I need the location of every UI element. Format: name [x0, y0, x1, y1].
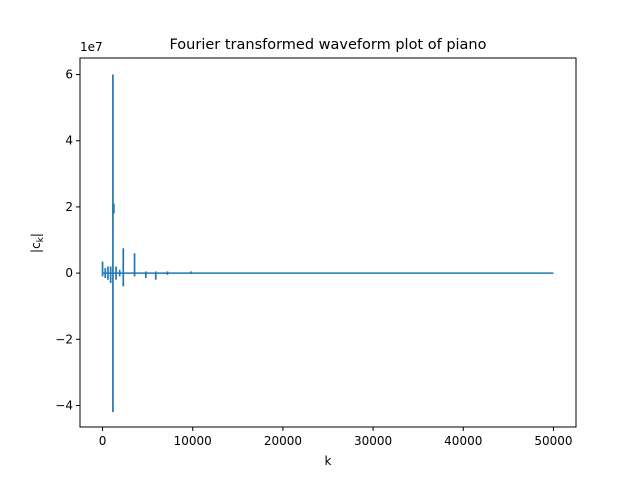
- x-tick-label: 20000: [264, 434, 302, 448]
- x-axis-ticks: 0 10000 20000 30000 40000 50000: [99, 427, 573, 448]
- y-tick-label: 6: [65, 68, 73, 82]
- y-offset-label: 1e7: [80, 40, 103, 54]
- x-tick-label: 30000: [354, 434, 392, 448]
- y-label-subscript: k: [36, 236, 46, 242]
- y-tick-label: 0: [65, 266, 73, 280]
- y-tick-label: −4: [55, 398, 73, 412]
- y-label-base: |c: [29, 242, 43, 253]
- x-tick-label: 50000: [534, 434, 572, 448]
- y-axis-ticks: −4 −2 0 2 4 6: [55, 68, 80, 412]
- plot-series: [101, 74, 554, 413]
- plot-frame: [79, 57, 577, 428]
- y-tick-label: 4: [65, 134, 73, 148]
- y-tick-label: 2: [65, 200, 73, 214]
- x-tick-label: 10000: [174, 434, 212, 448]
- chart-title: Fourier transformed waveform plot of pia…: [169, 37, 486, 53]
- x-axis-label: k: [325, 454, 332, 468]
- x-tick-label: 40000: [444, 434, 482, 448]
- y-axis-label: |ck|: [29, 233, 46, 253]
- y-tick-label: −2: [55, 332, 73, 346]
- x-tick-label: 0: [99, 434, 107, 448]
- y-label-close: |: [29, 233, 43, 237]
